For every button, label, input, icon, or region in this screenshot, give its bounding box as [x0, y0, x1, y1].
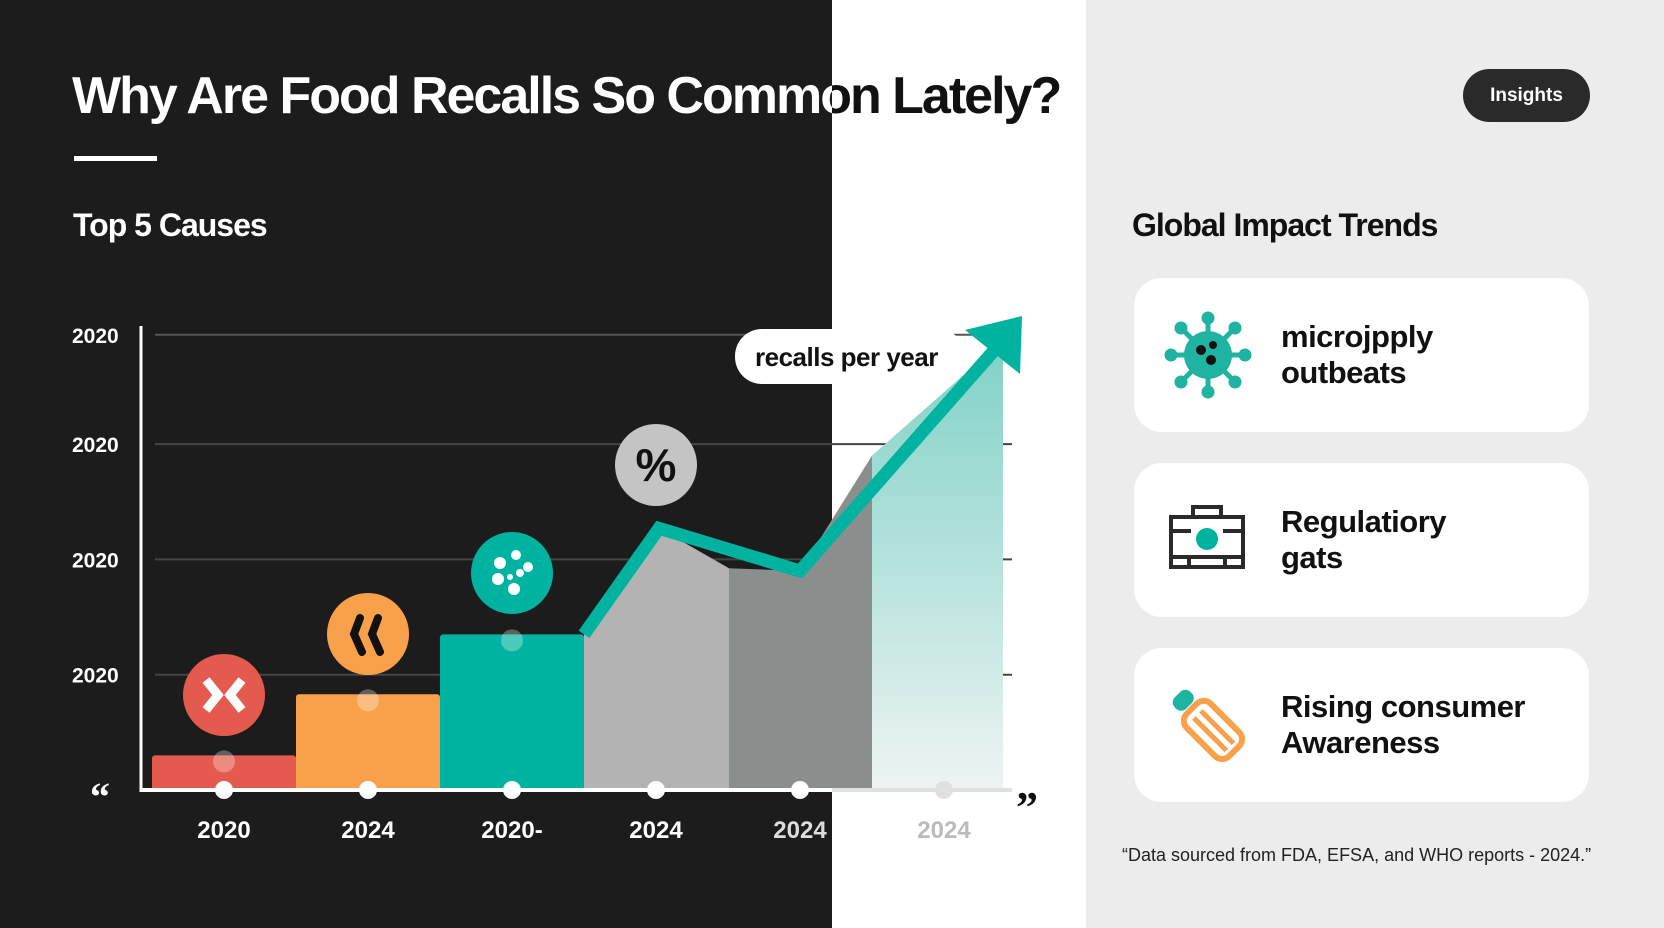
card-label-line2: gats	[1281, 540, 1343, 575]
x-tick-label: 2024	[773, 817, 827, 844]
biohazard-glyph	[202, 677, 246, 713]
trend-arrowhead	[965, 316, 1022, 374]
biohazard-icon	[183, 654, 265, 736]
dot-glyph	[494, 557, 506, 569]
y-tick-label: 2020	[72, 325, 119, 348]
x-tick-dot	[215, 781, 233, 799]
dot-glyph	[516, 569, 524, 577]
page-title: Why Are Food Recalls So Common Lately?	[72, 67, 1062, 125]
card-label-line2: outbeats	[1281, 355, 1407, 390]
dots-icon	[471, 532, 553, 614]
card-microbial-outbreaks: microjpply outbeats	[1134, 278, 1589, 432]
bacteria-glyph	[349, 614, 384, 656]
card-regulatory-gaps: Regulatiory gats	[1134, 463, 1589, 617]
quote-close: ”	[1016, 783, 1038, 832]
percent-icon	[615, 424, 697, 506]
bar-2020-	[440, 634, 584, 790]
insights-badge[interactable]: Insights	[1463, 69, 1590, 122]
trend-line	[578, 336, 1008, 639]
trend-area-gray	[584, 528, 729, 790]
x-tick-dot	[647, 781, 665, 799]
dot-glyph	[523, 562, 533, 572]
right-heading: Global Impact Trends	[1132, 207, 1438, 243]
x-tick-dot	[791, 781, 809, 799]
y-tick-label: 2020	[72, 665, 119, 688]
x-tick-label: 2024	[629, 817, 683, 844]
x-tick-label: 2020-	[481, 817, 542, 844]
dot-glyph	[507, 574, 513, 580]
card-label-line1: Rising consumer	[1281, 689, 1526, 724]
quote-open: “	[90, 774, 110, 819]
dot-glyph	[508, 583, 520, 595]
annotation-bubble	[735, 329, 965, 384]
percent-glyph: %	[636, 439, 677, 491]
y-tick-label: 2020	[72, 434, 119, 457]
x-tick-label: 2024	[341, 817, 395, 844]
pencil-icon	[1172, 689, 1246, 763]
bar-2024	[296, 694, 440, 790]
chart: 2020 2020 2020 2020 2020 2024 2020- 2024 2024 202…	[72, 316, 1038, 844]
x-tick-dot	[503, 781, 521, 799]
bar-marker	[213, 750, 235, 773]
footnote: “Data sourced from FDA, EFSA, and WHO re…	[1122, 845, 1592, 865]
bar-marker	[357, 689, 379, 712]
card-label-line1: microjpply	[1281, 319, 1433, 354]
card-label-line1: Regulatiory	[1281, 504, 1447, 539]
bar-marker	[501, 629, 523, 652]
annotation-text: recalls per year	[755, 342, 938, 372]
card-label-line2: Awareness	[1281, 725, 1440, 760]
x-tick-dot	[359, 781, 377, 799]
x-tick-label: 2024	[917, 817, 971, 844]
y-tick-label: 2020	[72, 549, 119, 572]
x-tick-dot	[935, 781, 953, 799]
dot-glyph	[511, 550, 521, 560]
camera-kit-icon	[1169, 505, 1245, 569]
bar-2020	[152, 755, 296, 790]
card-consumer-awareness: Rising consumer Awareness	[1134, 648, 1589, 802]
left-heading: Top 5 Causes	[73, 207, 268, 243]
dot-glyph	[492, 573, 504, 585]
virus-icon	[1164, 311, 1252, 399]
title-underline	[74, 156, 157, 161]
x-tick-label: 2020	[197, 817, 250, 844]
